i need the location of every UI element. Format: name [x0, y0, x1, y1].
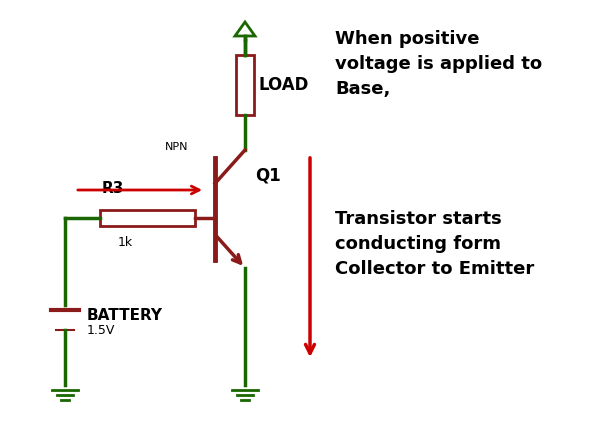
Text: LOAD: LOAD — [259, 76, 310, 94]
Text: When positive
voltage is applied to
Base,: When positive voltage is applied to Base… — [335, 30, 542, 98]
Text: Transistor starts
conducting form
Collector to Emitter: Transistor starts conducting form Collec… — [335, 210, 534, 278]
Text: 1k: 1k — [118, 236, 133, 249]
Bar — [236, 55, 254, 115]
Bar — [100, 210, 195, 226]
Text: NPN: NPN — [165, 142, 188, 152]
Text: BATTERY: BATTERY — [87, 307, 163, 323]
Text: 1.5V: 1.5V — [87, 323, 115, 337]
Text: Q1: Q1 — [255, 166, 281, 184]
Text: R3: R3 — [102, 181, 124, 196]
